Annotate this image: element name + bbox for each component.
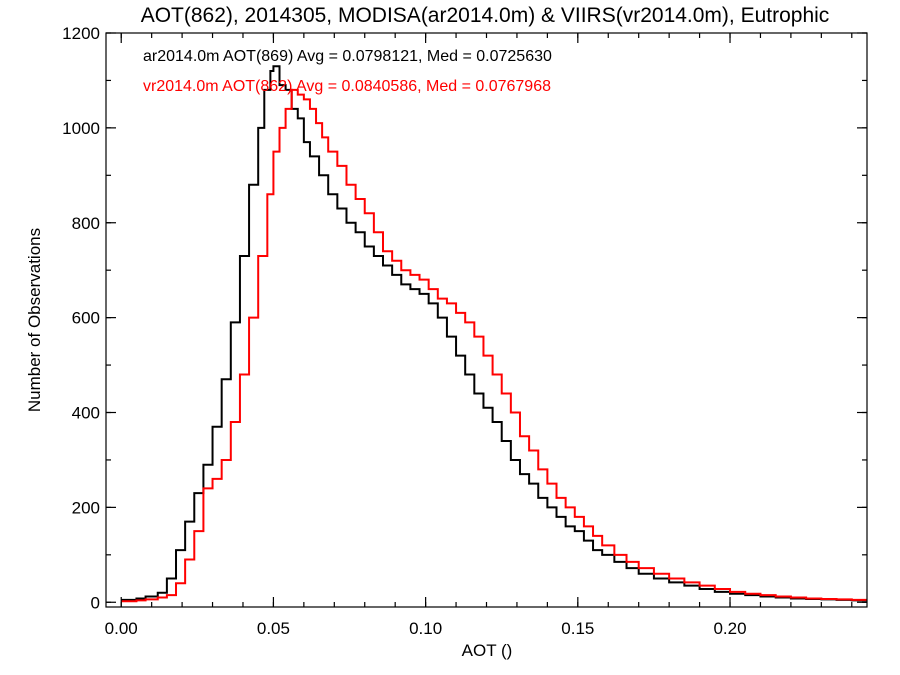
y-tick-label: 800 — [72, 214, 100, 233]
x-tick-label: 0.15 — [561, 619, 594, 638]
ticks-layer: 0.00 0.05 0.10 0.15 0.20 0 200 400 600 800 1000 120… — [62, 24, 867, 638]
y-tick-label: 200 — [72, 498, 100, 517]
x-tick-label: 0.20 — [713, 619, 746, 638]
y-tick-label: 1200 — [62, 24, 100, 43]
y-tick-label: 0 — [91, 593, 100, 612]
x-axis-label: AOT () — [462, 641, 513, 660]
y-tick-label: 400 — [72, 404, 100, 423]
y-tick-label: 1000 — [62, 119, 100, 138]
x-tick-label: 0.05 — [257, 619, 290, 638]
chart-title: AOT(862), 2014305, MODISA(ar2014.0m) & V… — [141, 4, 830, 27]
series-line-1 — [121, 65, 867, 602]
y-tick-label: 600 — [72, 309, 100, 328]
legend: ar2014.0m AOT(869) Avg = 0.0798121, Med … — [143, 48, 552, 95]
plot-frame — [105, 32, 868, 608]
legend-entry-1: ar2014.0m AOT(869) Avg = 0.0798121, Med … — [143, 48, 552, 65]
y-axis-label: Number of Observations — [25, 228, 44, 412]
x-tick-label: 0.00 — [105, 619, 138, 638]
series-line-2 — [121, 88, 867, 603]
x-tick-label: 0.10 — [409, 619, 442, 638]
series-layer — [121, 65, 867, 603]
legend-entry-2: vr2014.0m AOT(862) Avg = 0.0840586, Med … — [143, 78, 551, 95]
